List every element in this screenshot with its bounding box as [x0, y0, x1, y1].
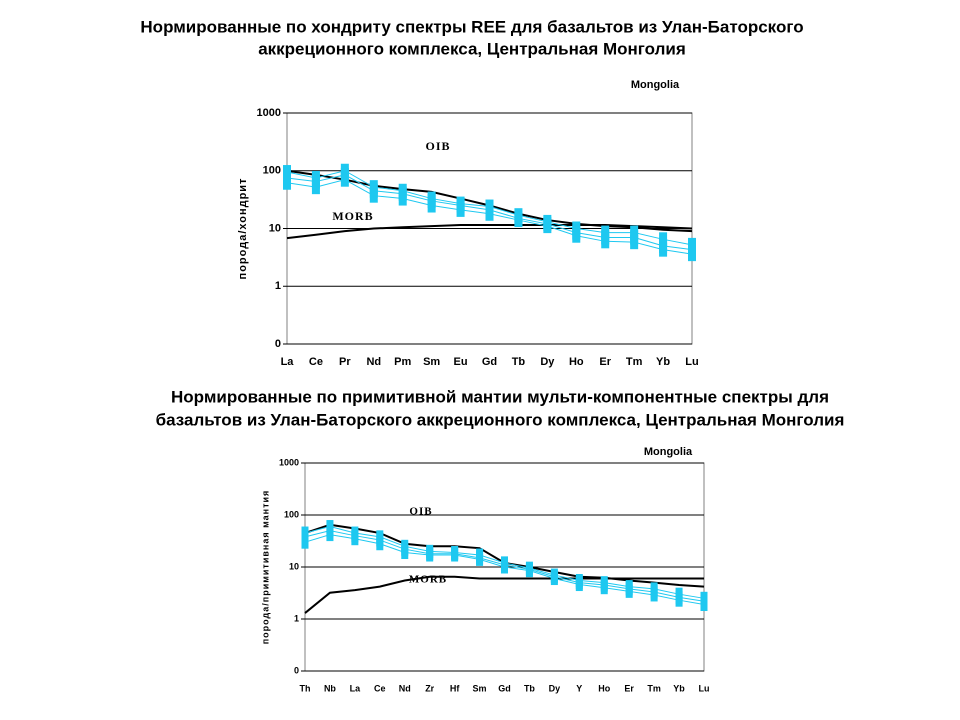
y-tick-label: 1: [294, 613, 299, 623]
x-tick-label: Nd: [399, 683, 411, 693]
marker: [485, 206, 494, 221]
chart-title: Нормированные по хондриту спектры REE дл…: [140, 17, 803, 36]
y-axis-label: порода/хондрит: [237, 178, 249, 280]
annotation: OIB: [425, 139, 450, 153]
annotation: MORB: [409, 574, 447, 586]
y-tick-label: 1000: [257, 107, 281, 119]
chart-title: базальтов из Улан-Баторского аккреционно…: [156, 410, 845, 429]
marker: [575, 578, 583, 592]
x-tick-label: Nb: [324, 683, 336, 693]
marker: [369, 188, 378, 203]
y-tick-label: 10: [289, 561, 299, 571]
marker: [700, 598, 708, 612]
marker: [543, 219, 552, 234]
x-tick-label: Yb: [656, 356, 670, 368]
y-tick-label: 0: [294, 665, 299, 675]
marker: [427, 198, 436, 213]
x-tick-label: Y: [576, 683, 582, 693]
marker: [376, 537, 384, 551]
marker: [601, 234, 610, 249]
x-tick-label: Sm: [473, 683, 487, 693]
marker: [625, 584, 633, 598]
chart-title: аккреционного комплекса, Центральная Мон…: [258, 39, 686, 58]
x-tick-label: Gd: [482, 356, 497, 368]
x-tick-label: Zr: [425, 683, 434, 693]
marker: [688, 247, 696, 262]
marker: [650, 588, 658, 602]
marker: [659, 242, 668, 257]
marker: [501, 560, 508, 574]
y-tick-label: 10: [269, 222, 281, 234]
x-tick-label: Tm: [626, 356, 643, 368]
x-tick-label: La: [281, 356, 295, 368]
y-axis-label: порода/примитивная мантия: [260, 490, 270, 645]
x-tick-label: Er: [624, 683, 634, 693]
y-tick-label: 1: [275, 280, 281, 292]
x-tick-label: Er: [599, 356, 611, 368]
x-tick-label: Pm: [394, 356, 411, 368]
marker: [514, 213, 523, 228]
marker: [572, 228, 581, 243]
series-line: [286, 223, 693, 240]
marker: [340, 172, 349, 187]
x-tick-label: La: [350, 683, 361, 693]
x-tick-label: Ce: [374, 683, 386, 693]
chart-title: Нормированные по примитивной мантии муль…: [171, 387, 829, 406]
x-tick-label: Hf: [450, 683, 460, 693]
marker: [456, 202, 465, 217]
x-tick-label: Yb: [673, 683, 685, 693]
marker: [476, 552, 484, 566]
marker: [398, 191, 407, 206]
marker: [283, 175, 291, 190]
annotation: Mongolia: [631, 79, 680, 91]
x-tick-label: Dy: [540, 356, 555, 368]
x-tick-label: Eu: [454, 356, 468, 368]
x-tick-label: Tb: [524, 683, 535, 693]
x-tick-label: Nd: [366, 356, 381, 368]
annotation: Mongolia: [644, 446, 693, 458]
marker: [311, 180, 320, 195]
marker: [600, 581, 608, 595]
x-tick-label: Tm: [647, 683, 661, 693]
x-tick-label: Lu: [685, 356, 698, 368]
x-tick-label: Tb: [512, 356, 526, 368]
x-tick-label: Lu: [699, 683, 710, 693]
x-tick-label: Dy: [549, 683, 561, 693]
y-tick-label: 100: [284, 509, 299, 519]
marker: [426, 548, 434, 562]
marker: [301, 535, 309, 549]
marker: [525, 564, 533, 578]
marker: [326, 528, 334, 542]
x-tick-label: Ho: [569, 356, 584, 368]
annotation: OIB: [409, 506, 432, 518]
y-tick-label: 100: [263, 165, 281, 177]
annotation: MORB: [332, 209, 373, 223]
x-tick-label: Pr: [339, 356, 351, 368]
marker: [451, 548, 459, 562]
x-tick-label: Gd: [498, 683, 511, 693]
y-tick-label: 1000: [279, 457, 299, 467]
marker: [550, 572, 558, 586]
marker: [675, 593, 683, 607]
x-tick-label: Ce: [309, 356, 323, 368]
series-line: [304, 575, 704, 614]
marker: [630, 235, 639, 250]
series-line: [304, 523, 705, 588]
marker: [351, 532, 359, 546]
marker: [401, 546, 409, 560]
x-tick-label: Th: [300, 683, 311, 693]
x-tick-label: Sm: [423, 356, 440, 368]
y-tick-label: 0: [275, 338, 281, 350]
x-tick-label: Ho: [598, 683, 610, 693]
